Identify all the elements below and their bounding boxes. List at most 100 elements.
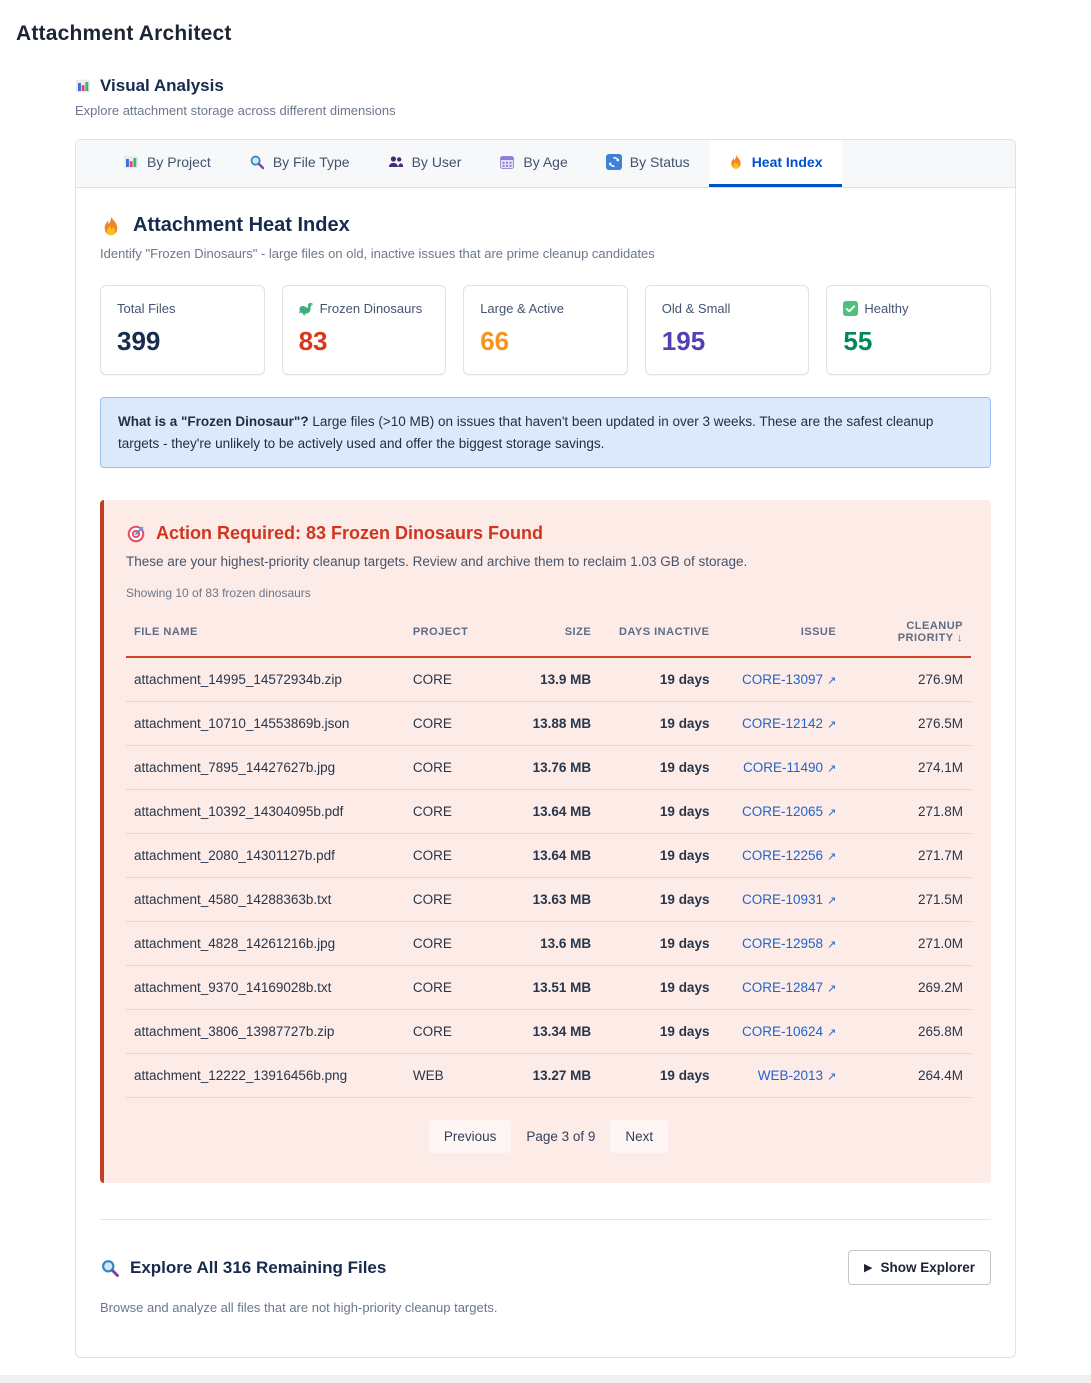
tab-by-project[interactable]: By Project bbox=[104, 140, 230, 187]
previous-button[interactable]: Previous bbox=[428, 1120, 512, 1154]
external-link-icon: ↗ bbox=[827, 851, 837, 864]
issue-link[interactable]: CORE-12065 ↗ bbox=[741, 804, 837, 820]
explorer-subtitle: Browse and analyze all files that are no… bbox=[100, 1300, 498, 1316]
heat-index-subtitle: Identify "Frozen Dinosaurs" - large file… bbox=[100, 246, 655, 261]
col-project: Project bbox=[404, 610, 507, 659]
visual-analysis-card: By Project By File Type By User bbox=[75, 139, 1016, 1359]
cell-project: WEB bbox=[404, 1053, 507, 1099]
external-link-icon: ↗ bbox=[827, 719, 837, 732]
cell-days-inactive: 19 days bbox=[599, 921, 718, 967]
table-row: attachment_14995_14572934b.zip CORE 13.9… bbox=[126, 657, 971, 703]
tab-label: By User bbox=[411, 154, 462, 170]
issue-link[interactable]: CORE-12847 ↗ bbox=[741, 980, 837, 996]
tab-label: Heat Index bbox=[751, 154, 823, 170]
cell-file-name: attachment_4828_14261216b.jpg bbox=[126, 921, 405, 967]
stat-value: 83 bbox=[298, 326, 328, 356]
stat-value: 66 bbox=[480, 326, 510, 356]
play-icon: ▶ bbox=[864, 1262, 873, 1275]
stat-label: Healthy bbox=[864, 301, 909, 316]
show-explorer-label: Show Explorer bbox=[880, 1260, 975, 1276]
cell-issue: CORE-12847 ↗ bbox=[717, 965, 845, 1011]
external-link-icon: ↗ bbox=[827, 983, 837, 996]
issue-link[interactable]: WEB-2013 ↗ bbox=[757, 1068, 837, 1084]
issue-link[interactable]: CORE-11490 ↗ bbox=[742, 760, 837, 776]
cell-size: 13.63 MB bbox=[506, 877, 600, 923]
cell-size: 13.76 MB bbox=[506, 745, 600, 791]
sync-icon bbox=[605, 154, 622, 170]
flame-icon bbox=[728, 154, 744, 170]
issue-link[interactable]: CORE-12142 ↗ bbox=[741, 716, 837, 732]
external-link-icon: ↗ bbox=[827, 1027, 837, 1040]
cell-issue: CORE-12065 ↗ bbox=[717, 789, 845, 835]
flame-icon bbox=[100, 215, 122, 237]
cell-size: 13.34 MB bbox=[506, 1009, 600, 1055]
tab-by-status[interactable]: By Status bbox=[587, 140, 709, 187]
heat-index-panel: Attachment Heat Index Identify "Frozen D… bbox=[76, 188, 1015, 1357]
cell-issue: CORE-10931 ↗ bbox=[717, 877, 845, 923]
cell-file-name: attachment_14995_14572934b.zip bbox=[126, 657, 405, 703]
cell-cleanup-priority: 264.4M bbox=[844, 1053, 971, 1099]
external-link-icon: ↗ bbox=[827, 939, 837, 952]
cell-issue: CORE-10624 ↗ bbox=[717, 1009, 845, 1055]
dinosaur-icon bbox=[298, 301, 314, 316]
cell-cleanup-priority: 271.7M bbox=[844, 833, 971, 879]
col-days-inactive: Days Inactive bbox=[599, 610, 718, 659]
issue-link[interactable]: CORE-13097 ↗ bbox=[741, 672, 837, 688]
users-icon bbox=[388, 154, 404, 170]
table-row: attachment_9370_14169028b.txt CORE 13.51… bbox=[126, 965, 971, 1011]
cell-days-inactive: 19 days bbox=[599, 877, 718, 923]
magnifier-icon bbox=[100, 1258, 120, 1278]
tab-label: By File Type bbox=[272, 154, 350, 170]
action-required-subtitle: These are your highest-priority cleanup … bbox=[126, 554, 748, 570]
cell-days-inactive: 19 days bbox=[599, 789, 718, 835]
external-link-icon: ↗ bbox=[827, 763, 837, 776]
tab-label: By Project bbox=[147, 154, 211, 170]
cell-size: 13.64 MB bbox=[506, 833, 600, 879]
cell-days-inactive: 19 days bbox=[599, 1053, 718, 1099]
table-row: attachment_2080_14301127b.pdf CORE 13.64… bbox=[126, 833, 971, 879]
explorer-title: Explore All 316 Remaining Files bbox=[130, 1257, 387, 1277]
next-button[interactable]: Next bbox=[610, 1120, 669, 1154]
heat-index-title: Attachment Heat Index bbox=[133, 214, 350, 236]
issue-link[interactable]: CORE-10931 ↗ bbox=[741, 892, 837, 908]
cell-size: 13.9 MB bbox=[506, 657, 600, 703]
bar-chart-icon bbox=[75, 78, 91, 94]
action-required-panel: Action Required: 83 Frozen Dinosaurs Fou… bbox=[100, 500, 991, 1184]
cell-issue: WEB-2013 ↗ bbox=[717, 1053, 845, 1099]
cell-project: CORE bbox=[404, 965, 507, 1011]
tab-bar: By Project By File Type By User bbox=[76, 140, 1015, 188]
showing-count: Showing 10 of 83 frozen dinosaurs bbox=[126, 586, 311, 601]
table-header-row: File Name Project Size Days Inactive Iss… bbox=[126, 610, 971, 659]
col-cleanup-priority[interactable]: Cleanup Priority ↓ bbox=[844, 610, 971, 659]
visual-analysis-section: Visual Analysis Explore attachment stora… bbox=[75, 76, 1016, 1359]
section-divider bbox=[100, 1219, 991, 1221]
magnifier-icon bbox=[249, 154, 265, 170]
tab-heat-index[interactable]: Heat Index bbox=[708, 140, 842, 187]
cell-cleanup-priority: 274.1M bbox=[844, 745, 971, 791]
tab-by-file-type[interactable]: By File Type bbox=[230, 140, 369, 187]
cell-cleanup-priority: 265.8M bbox=[844, 1009, 971, 1055]
tab-by-user[interactable]: By User bbox=[369, 140, 481, 187]
cell-cleanup-priority: 276.9M bbox=[844, 657, 971, 703]
target-icon bbox=[126, 524, 146, 544]
cell-cleanup-priority: 271.8M bbox=[844, 789, 971, 835]
section-subtitle: Explore attachment storage across differ… bbox=[75, 103, 396, 118]
table-row: attachment_3806_13987727b.zip CORE 13.34… bbox=[126, 1009, 971, 1055]
table-row: attachment_12222_13916456b.png WEB 13.27… bbox=[126, 1053, 971, 1099]
issue-link[interactable]: CORE-10624 ↗ bbox=[741, 1024, 837, 1040]
cell-project: CORE bbox=[404, 657, 507, 703]
section-title: Visual Analysis bbox=[100, 76, 224, 95]
action-required-title: Action Required: 83 Frozen Dinosaurs Fou… bbox=[156, 523, 544, 544]
cell-file-name: attachment_12222_13916456b.png bbox=[126, 1053, 405, 1099]
cell-cleanup-priority: 271.0M bbox=[844, 921, 971, 967]
pagination: Previous Page 3 of 9 Next bbox=[126, 1120, 971, 1154]
issue-link[interactable]: CORE-12256 ↗ bbox=[741, 848, 837, 864]
cell-issue: CORE-13097 ↗ bbox=[717, 657, 845, 703]
external-link-icon: ↗ bbox=[827, 675, 837, 688]
cell-project: CORE bbox=[404, 745, 507, 791]
show-explorer-button[interactable]: ▶ Show Explorer bbox=[848, 1250, 991, 1286]
cell-days-inactive: 19 days bbox=[599, 965, 718, 1011]
cell-file-name: attachment_7895_14427627b.jpg bbox=[126, 745, 405, 791]
issue-link[interactable]: CORE-12958 ↗ bbox=[741, 936, 837, 952]
tab-by-age[interactable]: By Age bbox=[480, 140, 586, 187]
